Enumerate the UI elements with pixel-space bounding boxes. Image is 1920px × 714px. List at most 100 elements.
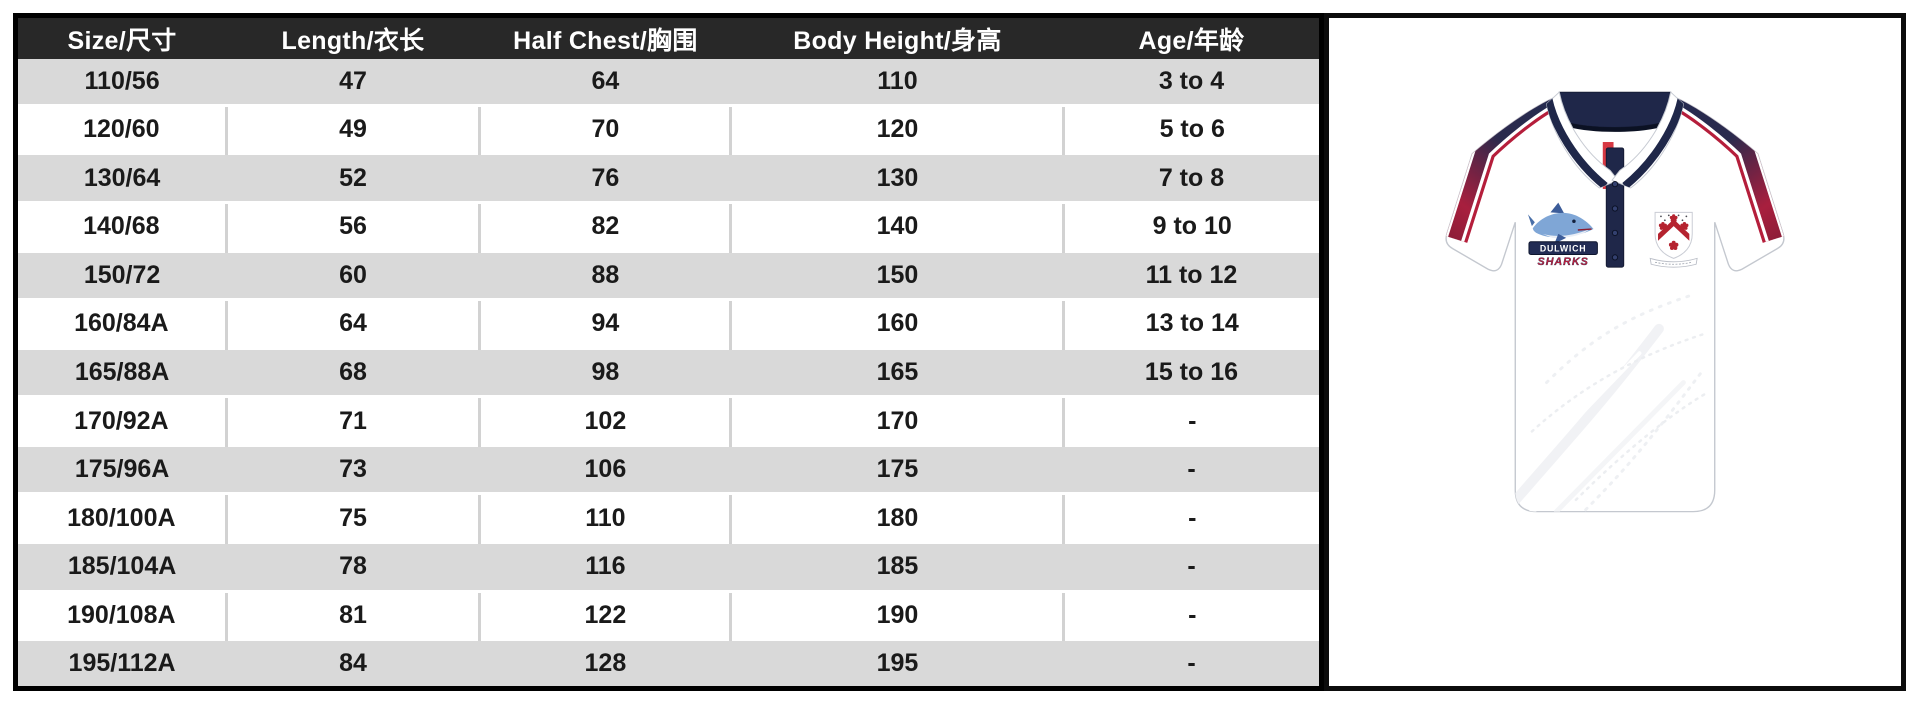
shark-eye — [1572, 219, 1576, 223]
table-cell: 128 — [479, 638, 731, 686]
table-row: 120/60 49 70 120 5 to 6 — [18, 103, 1319, 154]
table-cell: 130 — [730, 152, 1064, 203]
table-cell: 75 — [224, 492, 480, 543]
table-cell: 140/68 — [18, 200, 227, 252]
table-cell: 190/108A — [18, 589, 227, 640]
table-cell: 64 — [479, 59, 731, 106]
collar-flap-right — [1611, 91, 1684, 189]
table-cell: 175 — [730, 443, 1064, 494]
table-cell: 7 to 8 — [1063, 152, 1319, 203]
shoulder-stripe-left — [1446, 95, 1573, 243]
table-cell: 175/96A — [18, 443, 227, 494]
table-row: 130/64 52 76 130 7 to 8 — [18, 152, 1319, 203]
table-cell: 5 to 6 — [1062, 103, 1319, 154]
crest-chevron — [1658, 219, 1690, 241]
collar-flap-left — [1546, 91, 1619, 189]
table-row: 175/96A 73 106 175- — [18, 443, 1319, 494]
product-image-panel: DULWICH SHARKS — [1324, 13, 1906, 691]
table-cell: 78 — [226, 541, 480, 592]
table-cell: 170/92A — [18, 395, 227, 446]
table-row: 185/104A 78 116 185- — [18, 541, 1319, 592]
table-cell: 9 to 10 — [1062, 200, 1319, 252]
table-cell: 170 — [729, 395, 1064, 446]
table-cell: 140 — [729, 200, 1064, 252]
table-cell: 60 — [226, 249, 480, 300]
table-cell: 150 — [730, 249, 1064, 300]
table-cell: 70 — [478, 103, 731, 154]
table-cell: - — [1063, 638, 1319, 686]
shark-body — [1532, 212, 1594, 238]
column-header: Length/衣长 — [226, 18, 480, 59]
table-cell: 81 — [224, 589, 480, 640]
table-row: 150/72 60 88 150 11 to 12 — [18, 249, 1319, 300]
table-cell: 122 — [478, 589, 731, 640]
table-cell: 71 — [224, 395, 480, 446]
table-cell: 165/88A — [18, 346, 227, 397]
table-cell: 116 — [479, 541, 731, 592]
table-cell: 120/60 — [18, 103, 227, 154]
table-cell: 180 — [729, 492, 1064, 543]
table-row: 190/108A 81 122 190- — [18, 589, 1319, 640]
table-cell: 110 — [730, 59, 1064, 106]
table-cell: 13 to 14 — [1062, 298, 1319, 349]
collar-fold-shadow — [1564, 121, 1666, 132]
table-cell: 88 — [479, 249, 731, 300]
column-header: Half Chest/胸围 — [479, 18, 731, 59]
crest-ermine-dots — [1660, 214, 1688, 222]
table-cell: 185 — [730, 541, 1064, 592]
table-row: 160/84A 64 94 160 13 to 14 — [18, 298, 1319, 349]
logo-banner — [1528, 241, 1598, 255]
table-cell: - — [1063, 443, 1319, 494]
table-cell: 106 — [479, 443, 731, 494]
fabric-texture — [1502, 293, 1710, 512]
table-cell: - — [1063, 541, 1319, 592]
table-cell: 15 to 16 — [1063, 346, 1319, 397]
table-cell: 84 — [226, 638, 480, 686]
table-cell: 160/84A — [18, 298, 227, 349]
size-chart: Size/尺寸 Length/衣长 Half Chest/胸围 Body Height… — [13, 13, 1324, 691]
size-chart-body: 110/56 47 64 110 3 to 4 120/60 49 70 120 5 to 6 13… — [18, 59, 1319, 686]
logo-text-dulwich: DULWICH — [1540, 244, 1587, 254]
logo-text-sharks: SHARKS — [1538, 256, 1589, 268]
header-row: Size/尺寸 Length/衣长 Half Chest/胸围 Body Height… — [18, 18, 1319, 59]
shark-mouth — [1577, 228, 1592, 231]
table-cell: - — [1062, 395, 1319, 446]
table-cell: 110/56 — [18, 59, 227, 106]
column-header: Age/年龄 — [1063, 18, 1319, 59]
table-cell: 47 — [226, 59, 480, 106]
table-cell: 150/72 — [18, 249, 227, 300]
table-cell: 82 — [478, 200, 731, 252]
shark-dorsal-fin — [1550, 202, 1565, 214]
shark-fin — [1554, 233, 1567, 244]
shark-belly — [1542, 229, 1590, 238]
table-cell: - — [1062, 492, 1319, 543]
table-cell: 180/100A — [18, 492, 227, 543]
table-cell: 165 — [730, 346, 1064, 397]
table-row: 180/100A 75 110 180- — [18, 492, 1319, 543]
table-cell: 98 — [479, 346, 731, 397]
polo-shirt-image: DULWICH SHARKS — [1445, 91, 1785, 513]
table-cell: 56 — [224, 200, 480, 252]
placket-buttons — [1611, 180, 1619, 261]
placket — [1602, 142, 1625, 268]
table-cell: 110 — [478, 492, 731, 543]
table-cell: 52 — [226, 152, 480, 203]
crest-logo — [1649, 211, 1698, 268]
table-row: 140/68 56 82 140 9 to 10 — [18, 200, 1319, 252]
table-cell: - — [1062, 589, 1319, 640]
table-cell: 160 — [729, 298, 1064, 349]
table-cell: 102 — [478, 395, 731, 446]
table-row: 110/56 47 64 110 3 to 4 — [18, 59, 1319, 106]
shark-logo: DULWICH SHARKS — [1527, 202, 1598, 268]
table-cell: 195 — [730, 638, 1064, 686]
table-cell: 130/64 — [18, 152, 227, 203]
table-cell: 185/104A — [18, 541, 227, 592]
column-header: Size/尺寸 — [18, 18, 227, 59]
table-cell: 76 — [479, 152, 731, 203]
crest-motto-squiggle — [1655, 261, 1693, 265]
table-cell: 73 — [226, 443, 480, 494]
shoulder-stripes — [1446, 95, 1784, 243]
shark-tail — [1527, 214, 1535, 227]
table-cell: 64 — [224, 298, 480, 349]
